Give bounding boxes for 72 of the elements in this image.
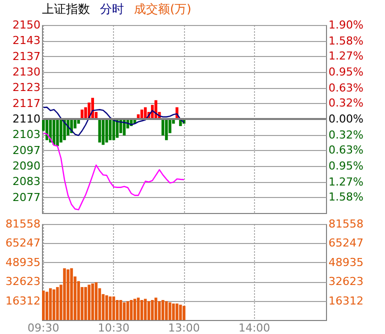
y-tick-label: 2083 <box>12 175 40 188</box>
y-tick-label: 2150 <box>12 18 40 32</box>
bar <box>147 301 150 320</box>
bar <box>165 301 168 320</box>
bar <box>60 119 62 142</box>
bar <box>150 300 154 320</box>
y-tick-label: 2123 <box>12 81 40 94</box>
y2-tick-label: 0.63% <box>328 144 364 157</box>
bar <box>126 301 130 320</box>
text: 成交额(万) <box>134 2 192 16</box>
bar <box>98 119 102 142</box>
y2-tick-label: 0.95% <box>328 160 364 172</box>
bar <box>66 269 70 320</box>
y2-tick-label: 1.58% <box>328 34 364 48</box>
bar <box>172 304 175 320</box>
bar <box>70 268 73 320</box>
bar <box>154 298 158 320</box>
y2-tick-label: 0.00% <box>328 112 364 126</box>
bar <box>42 290 45 320</box>
bar <box>88 284 91 320</box>
y-tick-label: 2143 <box>12 34 40 48</box>
y-tick-label: 2130 <box>12 66 40 78</box>
y2-tick-label: 0.63% <box>328 81 364 94</box>
bar <box>91 284 94 320</box>
y-tick-label: 2117 <box>12 96 40 110</box>
bar <box>168 302 172 320</box>
bar <box>46 292 48 320</box>
chart-title: 上证指数 <box>42 2 90 16</box>
bar <box>182 306 186 320</box>
bar <box>165 119 168 140</box>
bar <box>52 289 56 320</box>
y2-tick-label: 0.32% <box>328 96 364 110</box>
y2-tick-label: 1.27% <box>328 50 364 63</box>
y-tick-label: 65247 <box>6 236 40 250</box>
y2-tick-label: 81558 <box>328 218 364 230</box>
x-tick-label: 13:00 <box>168 322 200 334</box>
y-tick-label: 2090 <box>12 160 40 172</box>
text: 分时 <box>100 2 124 16</box>
bar <box>63 268 66 320</box>
y-tick-label: 2103 <box>12 128 40 142</box>
bar <box>94 282 98 320</box>
y-tick-label: 32623 <box>6 275 40 288</box>
bar <box>158 301 161 320</box>
bar <box>179 304 182 320</box>
y2-tick-label: 16312 <box>328 294 364 308</box>
x-tick-label: 09:30 <box>28 322 60 334</box>
y-tick-label: 16312 <box>6 294 40 308</box>
line-series <box>42 106 185 136</box>
y2-tick-label: 65247 <box>328 236 364 250</box>
y2-tick-label: 32623 <box>328 275 364 288</box>
y2-tick-label: 0.32% <box>328 128 364 142</box>
y2-tick-label: 1.90% <box>328 18 364 32</box>
y-tick-label: 2097 <box>12 144 40 157</box>
bar <box>162 300 164 320</box>
line-series <box>42 132 185 210</box>
y-tick-label: 2077 <box>12 190 40 204</box>
y-tick-label: 81558 <box>6 218 40 230</box>
y-tick-label: 2137 <box>12 50 40 63</box>
y2-tick-label: 1.27% <box>328 175 364 188</box>
y-tick-label: 2110 <box>12 112 40 126</box>
bar <box>56 287 59 320</box>
y2-tick-label: 0.95% <box>328 66 364 78</box>
bar <box>49 288 52 320</box>
bar <box>176 304 178 320</box>
y2-tick-label: 1.58% <box>328 190 364 204</box>
y-tick-label: 48935 <box>6 256 40 269</box>
bar <box>56 119 59 146</box>
bar <box>84 287 87 320</box>
x-tick-label: 10:30 <box>98 322 130 334</box>
x-tick-label: 14:00 <box>238 322 270 334</box>
bar <box>52 119 56 145</box>
y2-tick-label: 48935 <box>328 256 364 269</box>
